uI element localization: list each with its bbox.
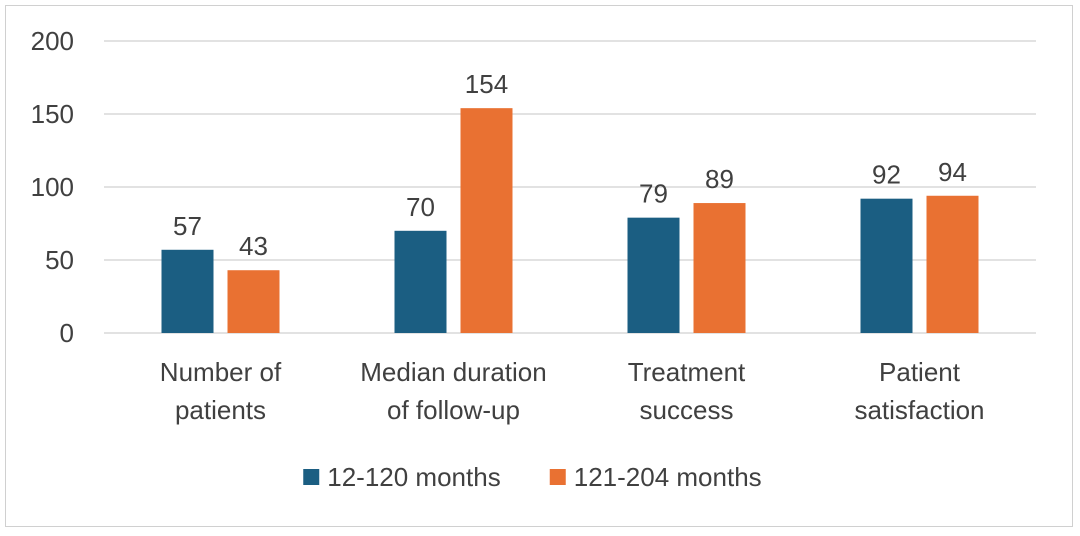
x-category-label: patients	[175, 395, 266, 425]
data-label: 89	[705, 164, 734, 194]
x-category-label: of follow-up	[387, 395, 520, 425]
x-category-label: Median duration	[360, 357, 546, 387]
data-label: 94	[938, 157, 967, 187]
bar	[627, 217, 680, 333]
bar	[227, 270, 280, 333]
x-category-label: satisfaction	[854, 395, 984, 425]
bar	[860, 198, 913, 333]
x-category-label: success	[640, 395, 734, 425]
data-label: 79	[639, 179, 668, 209]
data-label: 154	[465, 69, 508, 99]
legend-label: 121-204 months	[574, 462, 762, 492]
data-label: 57	[173, 211, 202, 241]
bar	[161, 249, 214, 333]
legend-label: 12-120 months	[327, 462, 500, 492]
data-label: 92	[872, 160, 901, 190]
data-label: 70	[406, 192, 435, 222]
legend-swatch	[303, 469, 320, 485]
data-label: 43	[239, 231, 268, 261]
x-category-label: Patient	[879, 357, 961, 387]
y-tick-label: 100	[31, 172, 74, 202]
y-tick-label: 150	[31, 99, 74, 129]
bar	[394, 230, 447, 333]
legend-swatch	[549, 469, 566, 485]
y-tick-label: 0	[60, 318, 74, 348]
x-category-label: Treatment	[628, 357, 746, 387]
y-tick-label: 50	[45, 245, 74, 275]
y-tick-label: 200	[31, 26, 74, 56]
x-category-label: Number of	[160, 357, 282, 387]
bar	[460, 108, 513, 333]
bar	[693, 203, 746, 333]
bar	[926, 195, 979, 333]
